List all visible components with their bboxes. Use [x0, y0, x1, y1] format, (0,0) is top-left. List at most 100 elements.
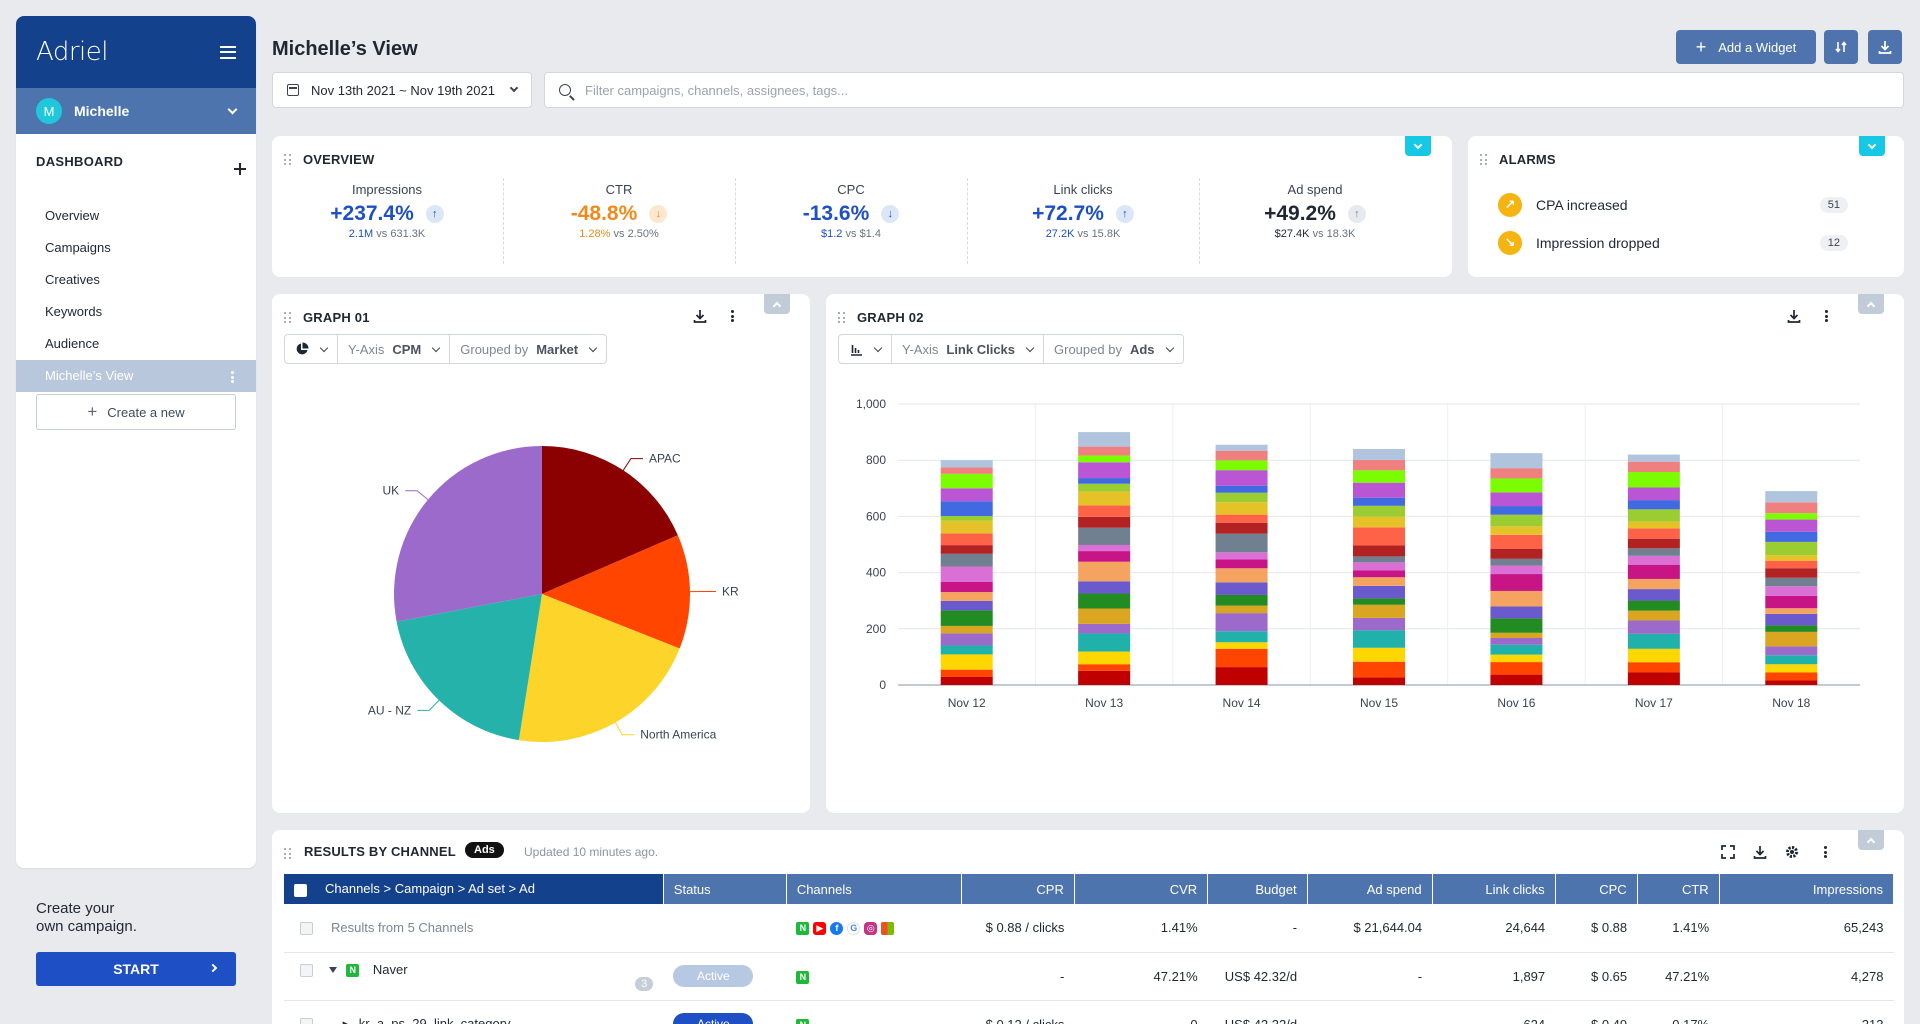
bar-segment[interactable]	[1078, 516, 1131, 528]
bar-segment[interactable]	[1353, 470, 1405, 483]
bar-segment[interactable]	[1353, 585, 1405, 599]
chart-type-select[interactable]	[285, 335, 338, 363]
expand-caret-icon[interactable]	[328, 967, 337, 974]
bar-segment[interactable]	[1215, 450, 1268, 461]
column-header-hierarchy[interactable]: Channels > Campaign > Ad set > Ad	[284, 874, 664, 904]
expand-caret-right-icon[interactable]: ▸	[342, 1016, 350, 1024]
collapse-toggle[interactable]	[1858, 294, 1884, 314]
bar-segment[interactable]	[1353, 562, 1405, 571]
bar-segment[interactable]	[1078, 446, 1131, 456]
bar-segment[interactable]	[1490, 526, 1543, 535]
bar-segment[interactable]	[1765, 502, 1818, 514]
status-pill[interactable]: Active	[673, 965, 754, 987]
bar-segment[interactable]	[1627, 662, 1680, 673]
bar-segment[interactable]	[940, 473, 993, 489]
bar-segment[interactable]	[940, 520, 993, 534]
bar-segment[interactable]	[940, 669, 993, 677]
bar-segment[interactable]	[1490, 492, 1543, 507]
bar-segment[interactable]	[1078, 544, 1131, 552]
bar-segment[interactable]	[940, 625, 993, 634]
column-header-link-clicks[interactable]: Link clicks	[1432, 874, 1556, 904]
bar-segment[interactable]	[940, 545, 993, 554]
drag-handle-icon[interactable]	[284, 154, 292, 166]
bar-segment[interactable]	[1627, 528, 1680, 539]
drag-handle-icon[interactable]	[838, 312, 846, 324]
bar-segment[interactable]	[1215, 631, 1268, 643]
bar-segment[interactable]	[1078, 505, 1131, 517]
bar-segment[interactable]	[1078, 491, 1131, 506]
column-header-budget[interactable]: Budget	[1207, 874, 1308, 904]
bar-segment[interactable]	[1353, 630, 1405, 648]
bar-segment[interactable]	[1353, 482, 1405, 498]
bar-segment[interactable]	[1353, 505, 1405, 517]
bar-segment[interactable]	[940, 566, 993, 582]
bar-segment[interactable]	[1765, 541, 1818, 556]
alarm-item[interactable]: ↘ Impression dropped 12	[1498, 230, 1848, 256]
bar-segment[interactable]	[1627, 564, 1680, 579]
bar-segment[interactable]	[1765, 491, 1818, 503]
download-button[interactable]	[1868, 30, 1902, 64]
metric-4[interactable]: Ad spend +49.2% ↑ $27.4K vs 18.3K	[1200, 178, 1430, 262]
bar-segment[interactable]	[1078, 455, 1131, 463]
sidebar-item-audience[interactable]: Audience	[16, 328, 256, 360]
group-by-select[interactable]: Grouped by Market	[450, 335, 606, 363]
bar-segment[interactable]	[940, 460, 993, 468]
bar-segment[interactable]	[1078, 623, 1131, 634]
bar-segment[interactable]	[940, 553, 993, 567]
download-icon[interactable]	[1752, 844, 1768, 860]
search-input[interactable]: Filter campaigns, channels, assignees, t…	[544, 72, 1904, 108]
bar-segment[interactable]	[1627, 672, 1680, 685]
bar-segment[interactable]	[1078, 593, 1131, 609]
bar-segment[interactable]	[1078, 608, 1131, 624]
bar-segment[interactable]	[1353, 497, 1405, 506]
bar-segment[interactable]	[1765, 531, 1818, 542]
bar-segment[interactable]	[1078, 664, 1131, 671]
bar-segment[interactable]	[940, 633, 993, 646]
pie-slice[interactable]	[396, 594, 542, 741]
bar-segment[interactable]	[1765, 646, 1818, 656]
bar-segment[interactable]	[1627, 578, 1680, 590]
bar-segment[interactable]	[1627, 600, 1680, 611]
bar-segment[interactable]	[1353, 661, 1405, 678]
bar-segment[interactable]	[1215, 552, 1268, 560]
bar-segment[interactable]	[1490, 574, 1543, 591]
bar-segment[interactable]	[1215, 642, 1268, 649]
expand-icon[interactable]	[1720, 844, 1736, 860]
bar-segment[interactable]	[1215, 502, 1268, 515]
bar-segment[interactable]	[1353, 527, 1405, 546]
metric-3[interactable]: Link clicks +72.7% ↑ 27.2K vs 15.8K	[968, 178, 1198, 262]
y-axis-select[interactable]: Y-Axis CPM	[338, 335, 451, 363]
y-axis-select[interactable]: Y-Axis Link Clicks	[892, 335, 1045, 363]
drag-handle-icon[interactable]	[284, 848, 292, 860]
bar-segment[interactable]	[1627, 509, 1680, 522]
bar-segment[interactable]	[940, 592, 993, 601]
collapse-toggle[interactable]	[1858, 830, 1884, 850]
bar-segment[interactable]	[940, 581, 993, 593]
column-header-channels[interactable]: Channels	[786, 874, 963, 904]
bar-segment[interactable]	[1078, 483, 1131, 492]
bar-segment[interactable]	[1627, 471, 1680, 488]
bar-segment[interactable]	[1627, 620, 1680, 634]
column-header-ad-spend[interactable]: Ad spend	[1307, 874, 1433, 904]
gear-icon[interactable]	[1784, 844, 1800, 860]
chart-type-select[interactable]	[839, 335, 892, 363]
row-checkbox[interactable]	[300, 963, 313, 977]
bar-segment[interactable]	[1353, 604, 1405, 618]
bar-segment[interactable]	[940, 533, 993, 546]
more-vertical-icon[interactable]	[1824, 846, 1827, 858]
bar-segment[interactable]	[1353, 570, 1405, 578]
column-header-status[interactable]: Status	[663, 874, 787, 904]
bar-segment[interactable]	[940, 676, 993, 685]
bar-segment[interactable]	[1353, 677, 1405, 685]
bar-segment[interactable]	[1353, 556, 1405, 563]
bar-segment[interactable]	[940, 516, 993, 521]
collapse-toggle[interactable]	[764, 294, 790, 314]
app-logo[interactable]: Adriel	[36, 37, 108, 67]
bar-segment[interactable]	[1490, 654, 1543, 663]
bar-segment[interactable]	[1353, 460, 1405, 471]
column-header-cvr[interactable]: CVR	[1074, 874, 1209, 904]
bar-segment[interactable]	[1215, 667, 1268, 685]
table-row[interactable]: N Naver 3 Active N - 47.21% US$ 42.32/d …	[284, 952, 1894, 1001]
bar-segment[interactable]	[1353, 617, 1405, 631]
more-vertical-icon[interactable]	[731, 310, 734, 322]
